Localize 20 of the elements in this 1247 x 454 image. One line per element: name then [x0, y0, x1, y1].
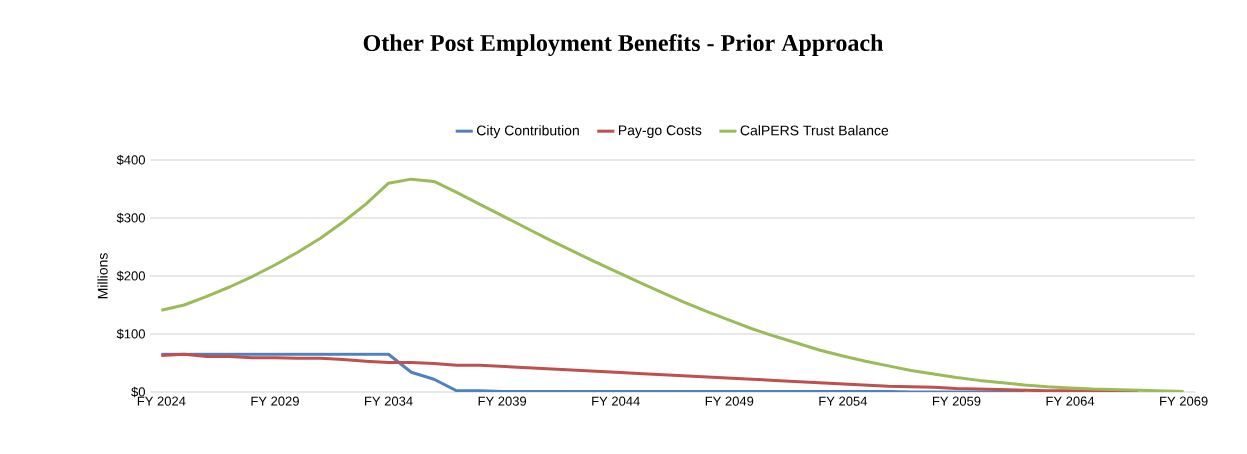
y-tick-label: $400 [116, 154, 145, 166]
x-tick-label: FY 2049 [705, 396, 754, 406]
x-tick-label: FY 2034 [365, 396, 413, 406]
y-tick-label: $0 [131, 386, 145, 398]
y-tick-label: $200 [116, 270, 145, 282]
chart-title: Other Post Employment Benefits - Prior Approach [363, 33, 884, 57]
x-tick-label: FY 2024 [137, 396, 186, 406]
y-axis-title: Millions [97, 253, 108, 299]
legend-label: CalPERS Trust Balance [740, 125, 889, 136]
x-tick-label: FY 2044 [592, 396, 640, 406]
x-tick-label: FY 2064 [1046, 396, 1095, 406]
legend-label: Pay-go Costs [618, 125, 702, 138]
y-tick-label: $300 [116, 212, 145, 224]
x-tick-label: FY 2039 [478, 396, 527, 406]
x-tick-label: FY 2059 [932, 396, 981, 406]
x-tick-label: FY 2029 [251, 396, 299, 406]
x-tick-label: FY 2054 [819, 396, 868, 406]
x-tick-label: FY 2069 [1160, 396, 1208, 406]
y-tick-label: $100 [116, 328, 145, 340]
legend-label: City Contribution [476, 125, 579, 139]
